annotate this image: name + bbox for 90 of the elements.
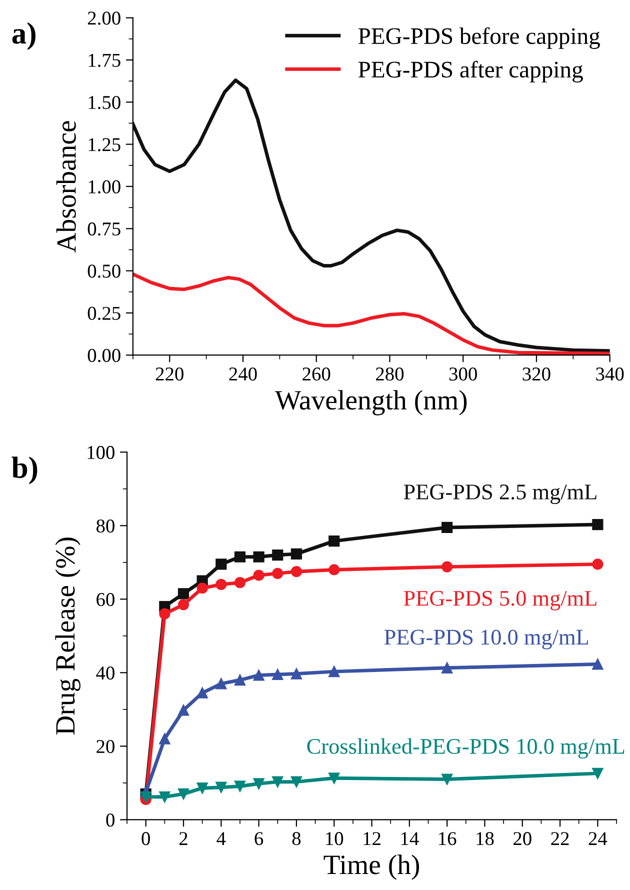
y-tick-label: 60 [96, 592, 114, 606]
point [328, 536, 340, 547]
x-tick-label: 8 [292, 832, 301, 846]
x-tick-label: 260 [302, 367, 330, 381]
point [216, 578, 227, 590]
y-tick-label: 1.75 [88, 54, 120, 67]
x-tick-label: 320 [522, 367, 550, 381]
point [234, 577, 246, 588]
point [592, 768, 604, 779]
y-tick-label: 100 [88, 446, 114, 460]
series-label: PEG-PDS 5.0 mg/mL [404, 590, 596, 610]
y-tick-label: 20 [96, 740, 114, 754]
x-tick-label: 16 [439, 832, 456, 846]
point [216, 678, 227, 690]
point [196, 582, 208, 594]
y-tick-label: 1.50 [88, 96, 120, 110]
point [290, 548, 302, 560]
point [442, 561, 453, 572]
point [328, 564, 340, 576]
legend-label: PEG-PDS after capping [358, 60, 583, 82]
point [592, 558, 604, 570]
point [178, 599, 190, 610]
x-tick-label: 240 [229, 367, 257, 381]
point [328, 666, 340, 678]
point [196, 782, 208, 794]
point [159, 733, 170, 744]
y-axis-title: Drug Release (%) [55, 538, 80, 735]
x-axis-title: Time (h) [324, 854, 420, 880]
point [216, 558, 227, 570]
x-tick-label: 18 [476, 832, 494, 846]
point [140, 791, 152, 802]
point [234, 674, 246, 686]
x-tick-label: 22 [551, 832, 569, 845]
x-tick-label: 300 [449, 367, 477, 381]
point [159, 608, 170, 620]
series-label: PEG-PDS 10.0 mg/mL [384, 630, 588, 650]
y-tick-label: 0.50 [88, 264, 120, 278]
x-tick-label: 4 [216, 832, 226, 845]
point [290, 566, 302, 578]
x-tick-label: 14 [401, 832, 419, 845]
x-axis-title: Wavelength (nm) [274, 390, 467, 416]
series-label: Crosslinked-PEG-PDS 10.0 mg/mL [307, 738, 624, 758]
point [592, 658, 604, 670]
x-tick-label: 0 [142, 832, 150, 846]
x-tick-label: 10 [326, 832, 344, 846]
point [253, 670, 264, 681]
point [442, 774, 453, 785]
y-tick-label: 0.25 [88, 306, 120, 320]
x-tick-label: 220 [156, 367, 184, 381]
point [178, 704, 190, 716]
y-tick-label: 1.00 [88, 180, 120, 194]
y-tick-label: 40 [96, 666, 114, 680]
point [178, 788, 190, 800]
x-tick-label: 24 [588, 832, 608, 845]
y-tick-label: 2.00 [88, 12, 120, 25]
y-tick-label: 0 [106, 814, 114, 827]
point [253, 551, 264, 562]
y-tick-label: 0.75 [88, 222, 120, 236]
point [234, 780, 246, 792]
point [272, 776, 284, 788]
x-tick-label: 2 [179, 832, 188, 845]
text: b) [12, 456, 38, 484]
point [442, 522, 453, 534]
series-label: PEG-PDS 2.5 mg/mL [404, 484, 596, 504]
y-tick-label: 0.00 [88, 348, 120, 362]
x-tick-label: 340 [596, 367, 624, 381]
point [290, 776, 302, 788]
point [196, 687, 208, 698]
point [272, 668, 284, 680]
point [328, 772, 340, 784]
point [290, 668, 302, 680]
point [253, 570, 264, 581]
x-tick-label: 12 [364, 832, 380, 845]
x-tick-label: 20 [514, 832, 532, 846]
x-tick-label: 280 [376, 367, 404, 381]
y-tick-label: 80 [96, 519, 114, 533]
point [234, 551, 246, 562]
point [216, 782, 227, 793]
point [159, 791, 170, 802]
y-axis-title: Absorbance [56, 121, 76, 253]
y-tick-label: 1.25 [88, 138, 120, 152]
legend-label: PEG-PDS before capping [358, 27, 600, 49]
point [272, 568, 284, 579]
point [442, 662, 453, 674]
point [178, 588, 190, 600]
text: a) [12, 22, 36, 50]
point [272, 549, 284, 561]
point [592, 518, 604, 530]
x-tick-label: 6 [254, 832, 264, 846]
point [253, 778, 264, 790]
